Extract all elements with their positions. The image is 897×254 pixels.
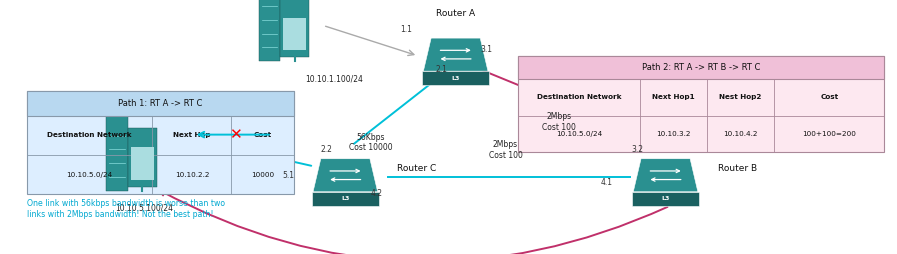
FancyBboxPatch shape (422, 71, 489, 85)
Text: Cost: Cost (254, 132, 272, 138)
Text: 2.1: 2.1 (436, 65, 448, 74)
Text: 10.10.2.2: 10.10.2.2 (175, 172, 209, 178)
Text: 100+100=200: 100+100=200 (802, 131, 857, 137)
Text: 4.2: 4.2 (370, 188, 382, 198)
Text: 1.1: 1.1 (400, 25, 412, 34)
Text: 10.10.3.2: 10.10.3.2 (656, 131, 691, 137)
FancyBboxPatch shape (27, 91, 294, 194)
FancyBboxPatch shape (281, 0, 309, 57)
Text: 56Kbps
Cost 10000: 56Kbps Cost 10000 (349, 133, 392, 152)
Text: Path 2: RT A -> RT B -> RT C: Path 2: RT A -> RT B -> RT C (642, 63, 761, 72)
Text: 3.1: 3.1 (481, 45, 492, 54)
Text: 2.2: 2.2 (320, 145, 332, 154)
Text: 3.2: 3.2 (631, 145, 643, 154)
FancyBboxPatch shape (27, 91, 294, 116)
Polygon shape (633, 159, 698, 192)
Text: One link with 56kbps bandwidth is worse than two
links with 2Mbps bandwidth! Not: One link with 56kbps bandwidth is worse … (27, 199, 225, 219)
Text: ✕: ✕ (230, 127, 242, 142)
Text: 10.10.5.100/24: 10.10.5.100/24 (115, 204, 173, 213)
Text: Next Hop: Next Hop (173, 132, 211, 138)
FancyBboxPatch shape (128, 128, 157, 187)
Text: 5.1: 5.1 (283, 171, 294, 180)
FancyBboxPatch shape (258, 0, 280, 61)
Text: 10.10.4.2: 10.10.4.2 (723, 131, 758, 137)
Text: Nest Hop2: Nest Hop2 (719, 94, 762, 100)
FancyBboxPatch shape (632, 192, 699, 206)
Text: Router B: Router B (718, 164, 757, 173)
Text: L3: L3 (661, 196, 670, 201)
Text: Path 1: RT A -> RT C: Path 1: RT A -> RT C (118, 99, 203, 108)
Text: 10.10.5.0/24: 10.10.5.0/24 (556, 131, 602, 137)
Text: Destination Network: Destination Network (48, 132, 132, 138)
FancyBboxPatch shape (131, 147, 154, 180)
Text: 4.1: 4.1 (601, 178, 613, 187)
FancyBboxPatch shape (106, 114, 127, 191)
Text: Next Hop1: Next Hop1 (652, 94, 694, 100)
Text: Destination Network: Destination Network (536, 94, 622, 100)
FancyBboxPatch shape (312, 192, 379, 206)
Text: 10000: 10000 (251, 172, 274, 178)
Text: 2Mbps
Cost 100: 2Mbps Cost 100 (489, 140, 522, 160)
Text: L3: L3 (341, 196, 350, 201)
Text: Router A: Router A (436, 9, 475, 18)
Text: 2Mbps
Cost 100: 2Mbps Cost 100 (542, 112, 576, 132)
FancyBboxPatch shape (518, 56, 884, 79)
Polygon shape (313, 159, 378, 192)
FancyBboxPatch shape (283, 18, 307, 50)
Text: Cost: Cost (820, 94, 839, 100)
Text: 10.10.1.100/24: 10.10.1.100/24 (305, 74, 363, 83)
Text: L3: L3 (451, 76, 460, 81)
Polygon shape (423, 38, 488, 71)
Text: 10.10.5.0/24: 10.10.5.0/24 (66, 172, 113, 178)
FancyBboxPatch shape (518, 56, 884, 152)
Text: Router C: Router C (397, 164, 437, 173)
